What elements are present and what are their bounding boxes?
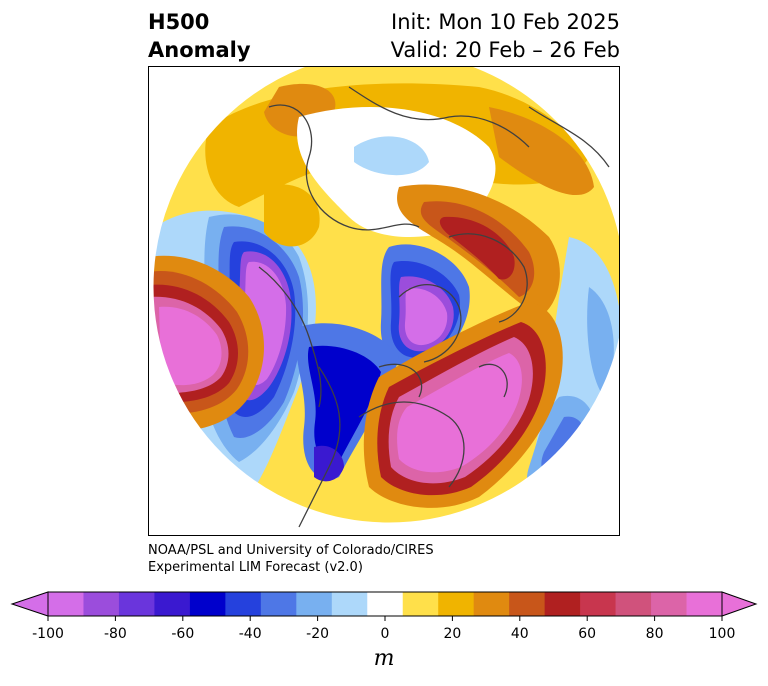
colorbar-swatch	[118, 592, 155, 616]
colorbar	[10, 591, 758, 621]
colorbar-tick-label: 40	[510, 626, 529, 642]
colorbar-swatch	[154, 592, 191, 616]
colorbar-swatch	[615, 592, 652, 616]
colorbar-swatch	[189, 592, 226, 616]
credit-line-1: NOAA/PSL and University of Colorado/CIRE…	[148, 543, 434, 558]
colorbar-tick-label: 20	[443, 626, 462, 642]
colorbar-tick-label: -60	[171, 626, 195, 642]
colorbar-swatch	[225, 592, 262, 616]
colorbar-swatch	[509, 592, 546, 616]
title-variable: H500	[148, 10, 210, 34]
title-subtitle: Anomaly	[148, 38, 251, 62]
forecast-dates: Init: Mon 10 Feb 2025 Valid: 20 Feb – 26…	[391, 8, 620, 64]
colorbar-swatch	[83, 592, 120, 616]
colorbar-tick-label: 0	[380, 626, 390, 642]
anomaly-field	[153, 67, 619, 523]
colorbar-tick-label: 60	[578, 626, 597, 642]
colorbar-swatch	[580, 592, 617, 616]
colorbar-swatch	[651, 592, 688, 616]
colorbar-swatch	[48, 592, 84, 616]
colorbar-swatch	[544, 592, 581, 616]
anomaly-map	[148, 66, 620, 536]
colorbar-tick-label: 80	[645, 626, 664, 642]
colorbar-swatch	[331, 592, 368, 616]
colorbar-swatch	[402, 592, 439, 616]
init-date: Init: Mon 10 Feb 2025	[391, 10, 620, 34]
colorbar-unit: m	[373, 646, 395, 671]
coastlines	[258, 86, 610, 528]
colorbar-swatch	[296, 592, 333, 616]
colorbar-tick-label: -20	[306, 626, 330, 642]
colorbar-tick-label: -40	[238, 626, 262, 642]
colorbar-ticks: -100 -80 -60 -40 -20 0 20 40 60 80 100	[0, 626, 768, 646]
colorbar-swatch	[438, 592, 475, 616]
colorbar-extend-min	[10, 591, 49, 617]
credit-text: NOAA/PSL and University of Colorado/CIRE…	[148, 542, 434, 576]
colorbar-tick-label: 100	[708, 626, 736, 642]
map-canvas	[152, 67, 619, 528]
colorbar-swatch	[686, 592, 723, 616]
colorbar-extend-max	[721, 591, 758, 617]
colorbar-tick-label: -80	[103, 626, 127, 642]
colorbar-tick-label: -100	[32, 626, 64, 642]
valid-dates: Valid: 20 Feb – 26 Feb	[390, 38, 620, 62]
colorbar-swatch	[367, 592, 404, 616]
colorbar-swatch	[473, 592, 510, 616]
colorbar-swatch	[260, 592, 297, 616]
credit-line-2: Experimental LIM Forecast (v2.0)	[148, 560, 363, 575]
map-title: H500 Anomaly	[148, 8, 251, 64]
